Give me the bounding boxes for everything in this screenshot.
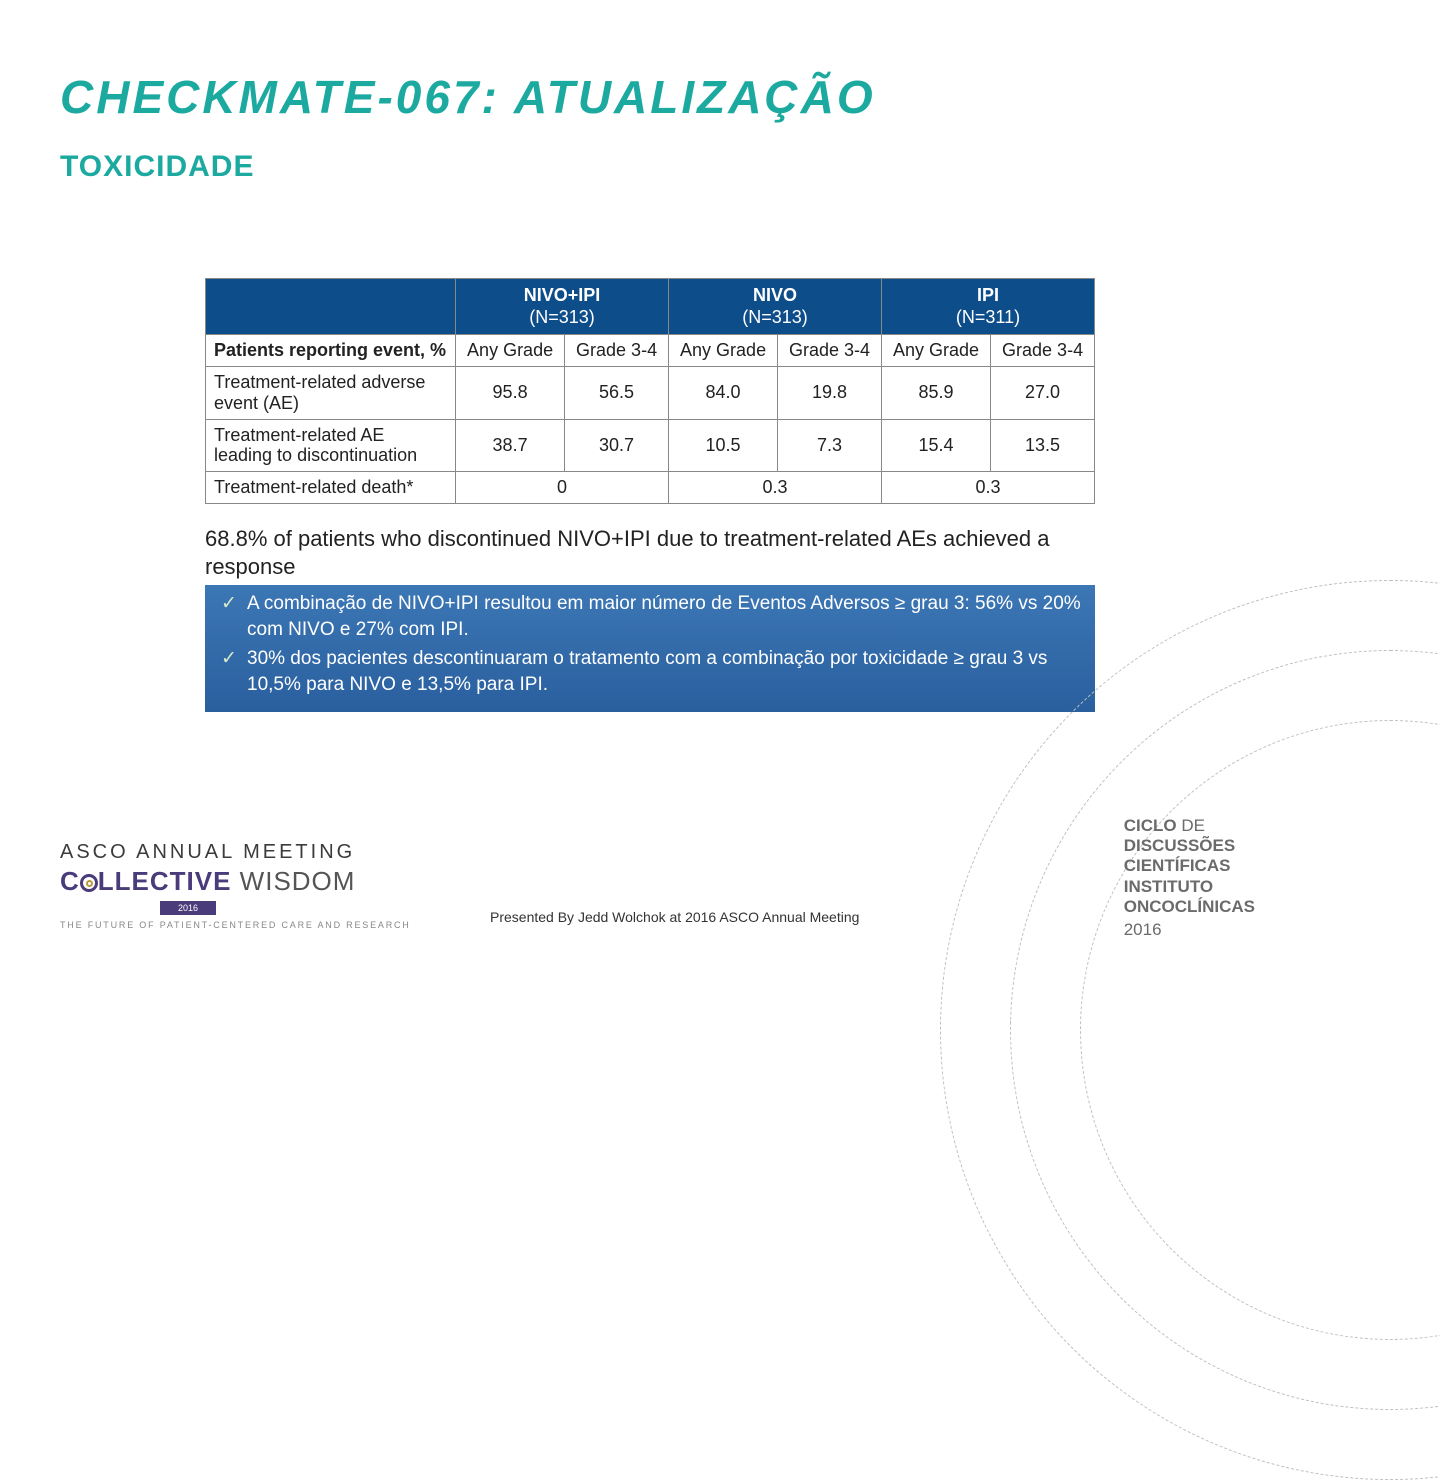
note-text: 68.8% of patients who discontinued NIVO+… [205, 525, 1095, 580]
subheader: Any Grade [881, 335, 990, 367]
bullet-text: A combinação de NIVO+IPI resultou em mai… [243, 591, 1085, 642]
subheader: Grade 3-4 [565, 335, 669, 367]
presented-by-text: Presented By Jedd Wolchok at 2016 ASCO A… [490, 909, 859, 925]
cell: 27.0 [991, 367, 1095, 419]
cell: 13.5 [991, 419, 1095, 471]
collective-wisdom-text: CLLECTIVE WISDOM [60, 866, 440, 897]
cell: 30.7 [565, 419, 669, 471]
tagline-text: THE FUTURE OF PATIENT-CENTERED CARE AND … [60, 920, 440, 930]
table-corner [206, 279, 456, 335]
cell: 56.5 [565, 367, 669, 419]
cell-span: 0.3 [881, 471, 1094, 503]
row-label: Treatment-related adverse event (AE) [206, 367, 456, 419]
toxicity-table: NIVO+IPI(N=313) NIVO(N=313) IPI(N=311) P… [205, 278, 1095, 504]
page-title: CHECKMATE-067: ATUALIZAÇÃO [60, 70, 876, 124]
group-header-ipi: IPI(N=311) [881, 279, 1094, 335]
cell: 19.8 [778, 367, 882, 419]
page-subtitle: TOXICIDADE [60, 150, 254, 184]
cell: 15.4 [881, 419, 990, 471]
cell: 95.8 [456, 367, 565, 419]
group-header-nivoipi: NIVO+IPI(N=313) [456, 279, 669, 335]
footer-left-logo: ASCO ANNUAL MEETING CLLECTIVE WISDOM 201… [60, 841, 440, 930]
cell: 84.0 [668, 367, 777, 419]
cell: 10.5 [668, 419, 777, 471]
check-icon: ✓ [215, 591, 243, 617]
cell: 85.9 [881, 367, 990, 419]
row-header-label: Patients reporting event, % [206, 335, 456, 367]
decorative-arcs [940, 580, 1440, 1480]
asco-meeting-text: ASCO ANNUAL MEETING [60, 841, 440, 864]
year-pill: 2016 [160, 901, 216, 915]
cell-span: 0.3 [668, 471, 881, 503]
subheader: Grade 3-4 [991, 335, 1095, 367]
bullet-box: ✓ A combinação de NIVO+IPI resultou em m… [205, 585, 1095, 712]
cell: 38.7 [456, 419, 565, 471]
footer-right-branding: CICLO DE DISCUSSÕES CIENTÍFICAS INSTITUT… [1124, 816, 1255, 940]
cell-span: 0 [456, 471, 669, 503]
subheader: Any Grade [668, 335, 777, 367]
check-icon: ✓ [215, 646, 243, 672]
row-label: Treatment-related AE leading to disconti… [206, 419, 456, 471]
cell: 7.3 [778, 419, 882, 471]
subheader: Grade 3-4 [778, 335, 882, 367]
subheader: Any Grade [456, 335, 565, 367]
bullet-item: ✓ A combinação de NIVO+IPI resultou em m… [215, 591, 1085, 642]
bullet-text: 30% dos pacientes descontinuaram o trata… [243, 646, 1085, 697]
group-header-nivo: NIVO(N=313) [668, 279, 881, 335]
row-label: Treatment-related death* [206, 471, 456, 503]
bullet-item: ✓ 30% dos pacientes descontinuaram o tra… [215, 646, 1085, 697]
